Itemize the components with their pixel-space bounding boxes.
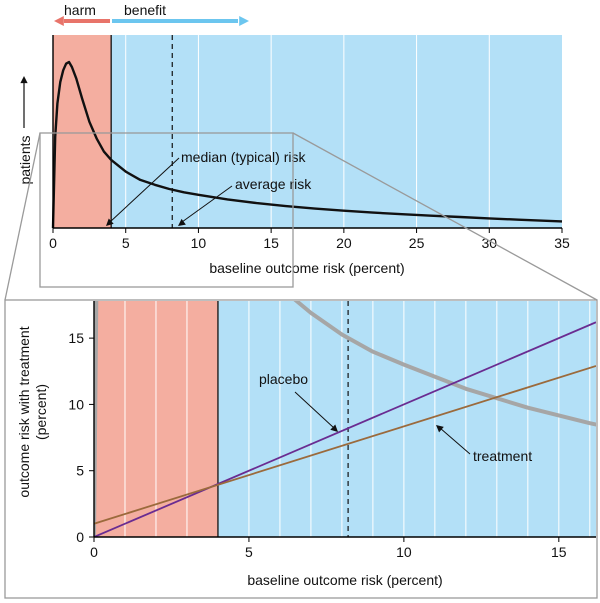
- x-tick-label: 10: [396, 544, 412, 560]
- x-tick-label: 25: [409, 235, 425, 251]
- y-tick-label: 0: [76, 529, 84, 545]
- zoom-connector-left: [4, 132, 41, 301]
- harm-region: [53, 35, 112, 228]
- x-axis-title: baseline outcome risk (percent): [209, 260, 404, 276]
- placebo-pointer-icon: [330, 424, 338, 432]
- placebo-pointer: [294, 391, 335, 429]
- x-tick-label: 15: [263, 235, 279, 251]
- x-tick-label: 0: [49, 235, 57, 251]
- zoom-connector-right: [292, 132, 598, 301]
- harm-benefit-legend: harm benefit: [54, 2, 249, 26]
- x-tick-label: 35: [554, 235, 570, 251]
- x-axis-title: baseline outcome risk (percent): [247, 572, 442, 588]
- risk-comparison-chart: 0 5 10 15 0 5 10 15 baseline outcome risk (perce…: [4, 299, 598, 599]
- plot-area: [94, 301, 596, 537]
- benefit-region: [111, 35, 563, 228]
- y-axis-title-line2: (percent): [33, 384, 49, 440]
- average-pointer: [181, 185, 233, 223]
- treatment-annotation: treatment: [473, 448, 532, 464]
- x-tick-label: 20: [336, 235, 352, 251]
- zoom-region-box: [39, 132, 294, 288]
- median-risk-annotation: median (typical) risk: [181, 149, 306, 165]
- x-tick-label: 5: [122, 235, 130, 251]
- median-pointer-icon: [106, 218, 114, 226]
- treatment-pointer-icon: [436, 425, 444, 433]
- y-tick-label: 15: [68, 330, 84, 346]
- placebo-annotation: placebo: [259, 371, 308, 387]
- harm-label: harm: [64, 2, 96, 18]
- y-axis-title-line1: outcome risk with treatment: [16, 326, 32, 497]
- patients-arrow-icon: [20, 76, 28, 84]
- benefit-arrow-icon: [239, 16, 249, 26]
- x-tick-label: 5: [245, 544, 253, 560]
- placebo-line: [94, 321, 596, 537]
- harm-arrow-icon: [54, 16, 64, 26]
- zoom-connector: [4, 132, 598, 301]
- y-axis-title: patients: [17, 135, 33, 184]
- treatment-pointer: [439, 427, 471, 455]
- y-tick-label: 5: [76, 463, 84, 479]
- average-risk-annotation: average risk: [235, 176, 312, 192]
- average-pointer-icon: [178, 218, 186, 226]
- treatment-line: [94, 365, 596, 525]
- median-pointer: [109, 157, 180, 223]
- x-tick-label: 15: [551, 544, 567, 560]
- y-tick-label: 10: [68, 396, 84, 412]
- distribution-curve: [51, 60, 563, 229]
- benefit-region: [217, 301, 596, 537]
- x-tick-label: 0: [90, 544, 98, 560]
- x-tick-label: 10: [191, 235, 207, 251]
- benefit-label: benefit: [124, 2, 166, 18]
